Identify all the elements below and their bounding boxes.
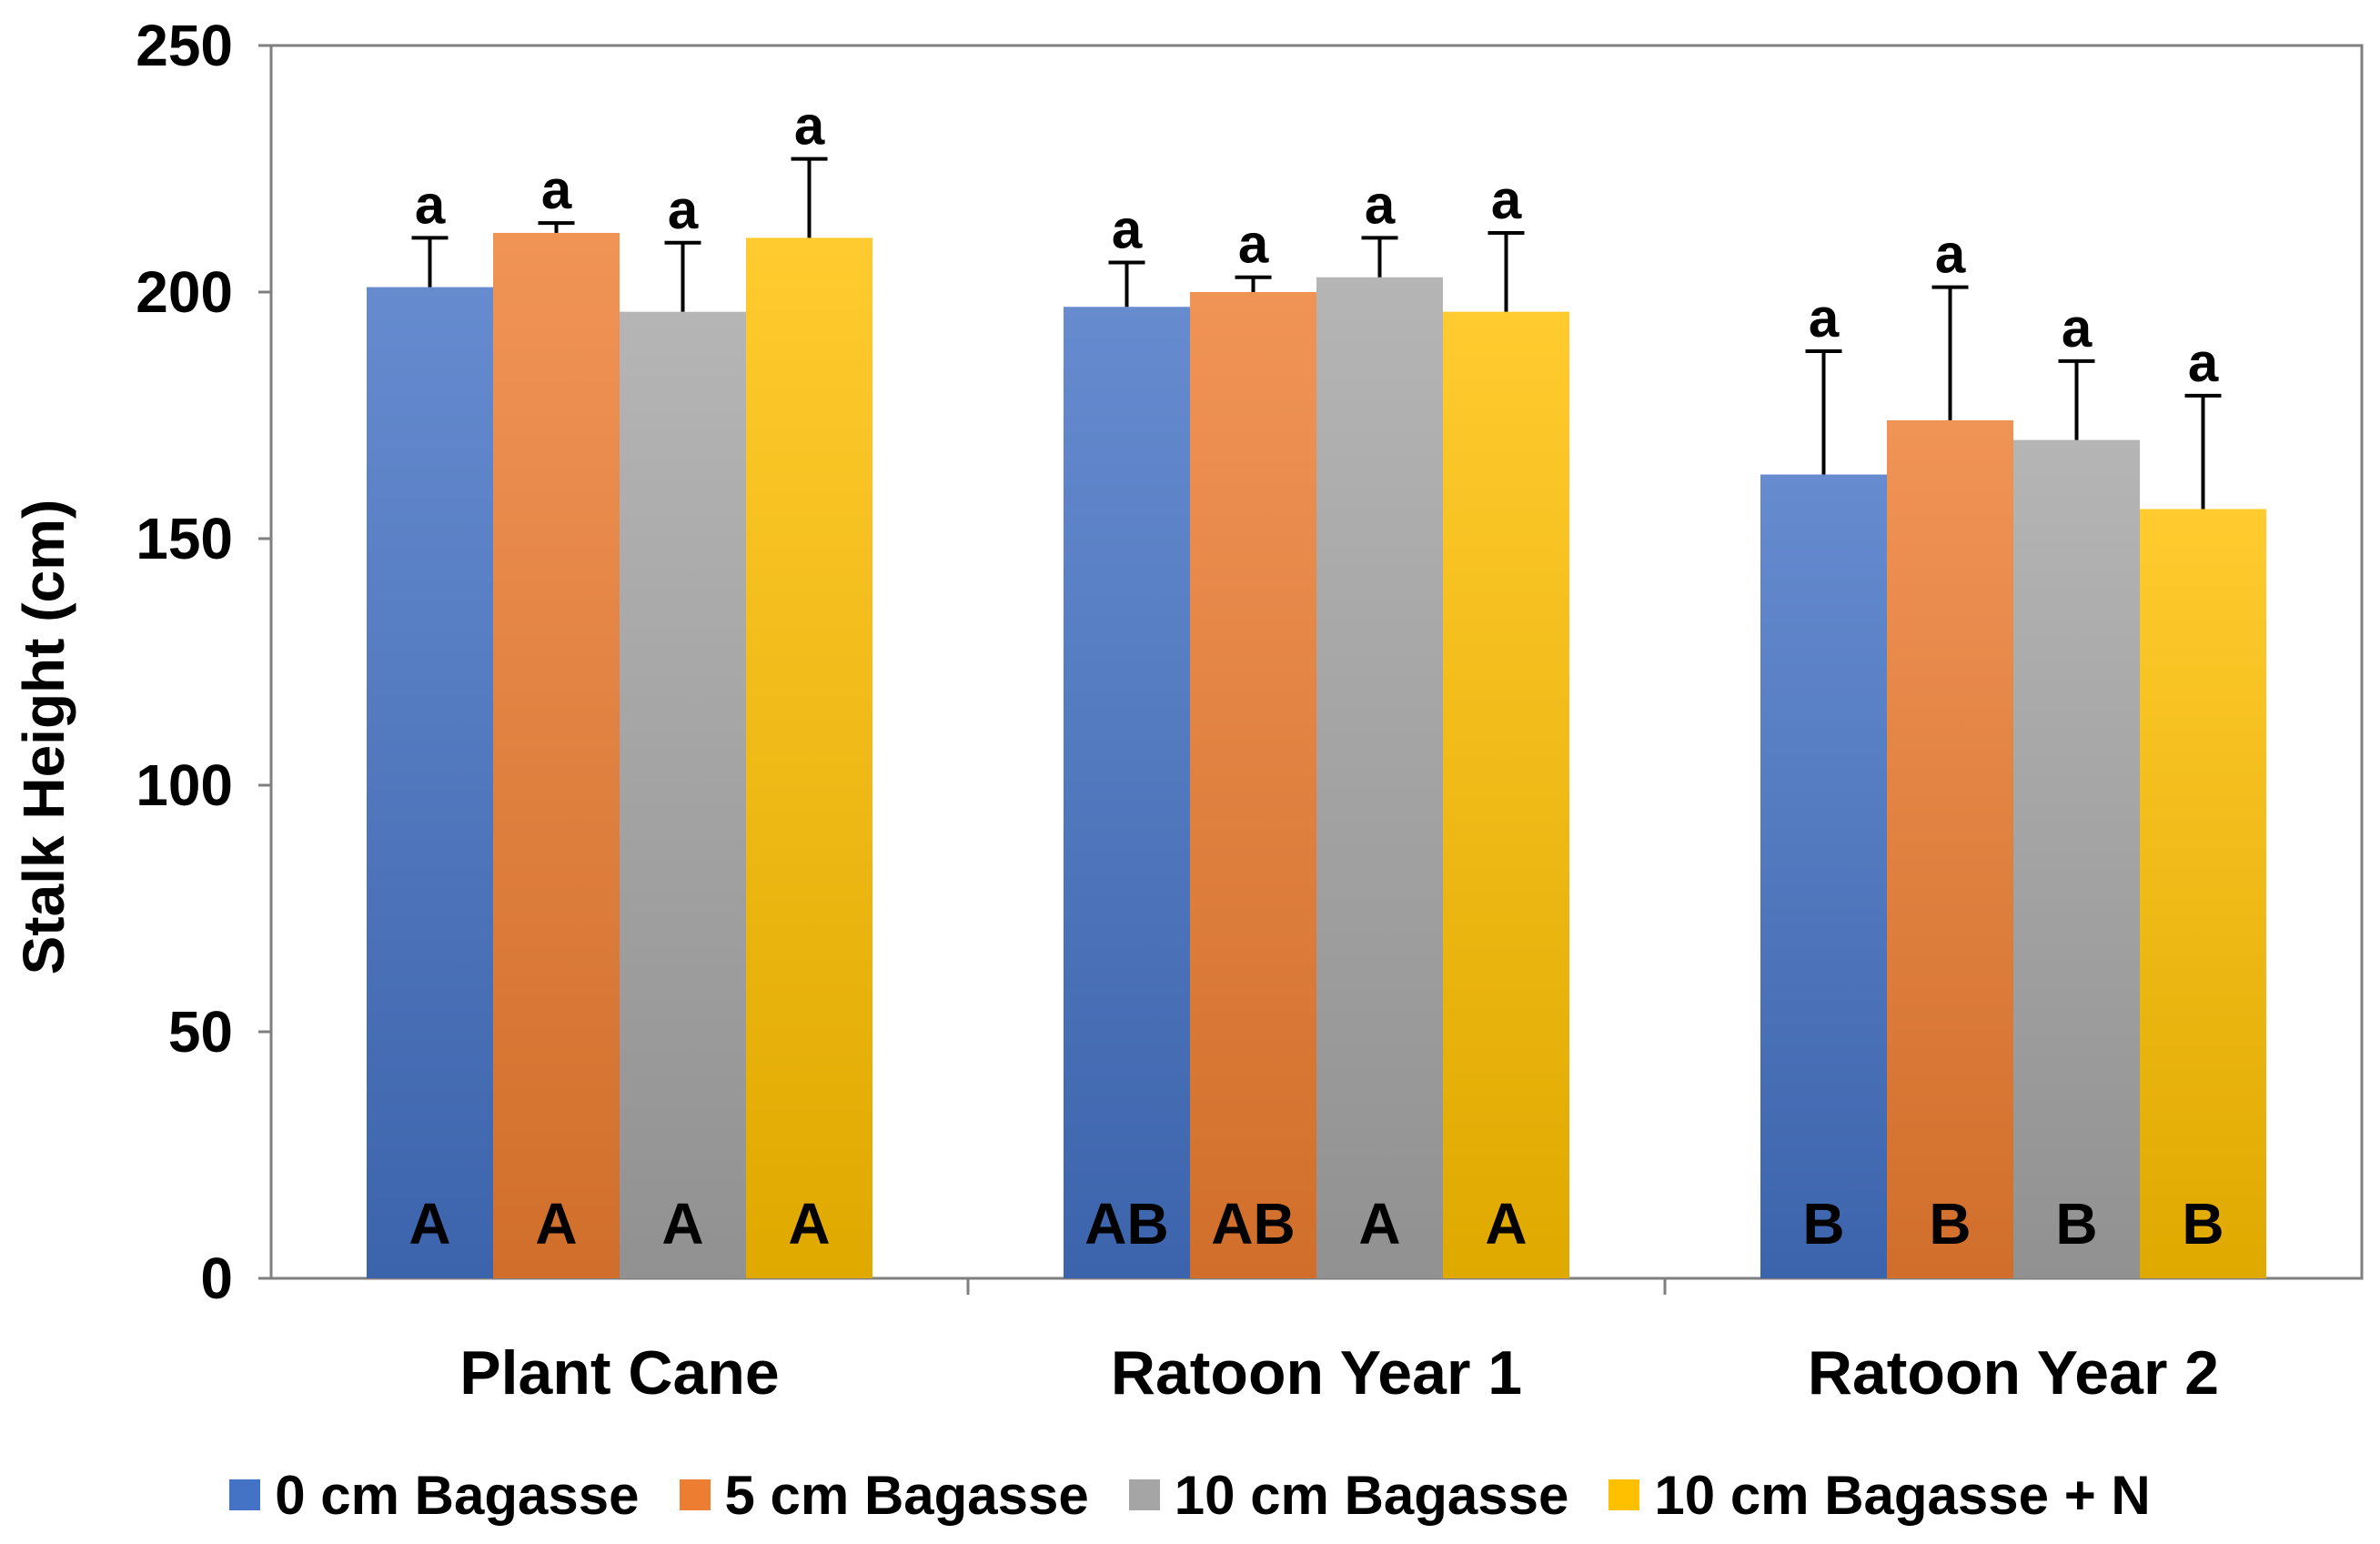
legend-label: 5 cm Bagasse (724, 1464, 1089, 1526)
significance-letter-base: A (1358, 1191, 1400, 1256)
bar (1760, 474, 1887, 1278)
significance-letter-base: A (788, 1191, 830, 1256)
bar (746, 237, 872, 1278)
legend-swatch (679, 1479, 711, 1510)
significance-letter-top: a (1491, 169, 1522, 230)
significance-letter-base: B (2055, 1191, 2097, 1256)
legend-swatch (1128, 1479, 1160, 1510)
y-tick-label: 150 (136, 506, 233, 571)
significance-letter-top: a (415, 174, 446, 235)
x-tick-label: Plant Cane (459, 1338, 779, 1408)
legend-item: 0 cm Bagasse (229, 1464, 640, 1527)
significance-letter-top: a (1238, 214, 1269, 275)
significance-letter-top: a (2188, 332, 2219, 393)
bar (2013, 439, 2140, 1279)
significance-letter-top: a (541, 159, 572, 220)
legend-swatch (1609, 1479, 1640, 1510)
significance-letter-base: B (2182, 1191, 2224, 1256)
significance-letter-base: A (661, 1191, 703, 1256)
bar (493, 232, 620, 1279)
bar (1190, 292, 1316, 1278)
legend-label: 10 cm Bagasse (1174, 1464, 1569, 1526)
bar (367, 287, 493, 1279)
bar (620, 311, 746, 1279)
y-tick-label: 250 (136, 13, 233, 78)
significance-letter-base: B (1802, 1191, 1844, 1256)
y-tick-label: 0 (200, 1246, 233, 1311)
bar (1064, 307, 1190, 1278)
y-tick-label: 200 (136, 259, 233, 325)
legend-swatch (229, 1479, 261, 1510)
x-axis: Plant Cane Ratoon Year 1 Ratoon Year 2 (459, 1278, 2219, 1408)
x-tick-label: Ratoon Year 2 (1808, 1338, 2219, 1408)
significance-letter-top: a (1365, 174, 1396, 235)
significance-letter-base: A (408, 1191, 450, 1256)
significance-letter-top: a (794, 96, 825, 156)
legend-item: 10 cm Bagasse + N (1609, 1464, 2151, 1527)
y-axis-label: Stalk Height (cm) (11, 500, 76, 975)
legend-item: 5 cm Bagasse (679, 1464, 1089, 1527)
significance-letter-base: AB (1084, 1191, 1168, 1256)
significance-letter-top: a (668, 179, 699, 240)
bar (1316, 277, 1443, 1278)
significance-letter-base: A (1485, 1191, 1527, 1256)
letters-group: a Aa AB a Ba Aa AB a Ba Aa Aa Ba Aa Aa B (408, 96, 2224, 1256)
significance-letter-base: AB (1211, 1191, 1295, 1256)
significance-letter-base: B (1929, 1191, 1971, 1256)
y-tick-label: 50 (168, 999, 233, 1065)
significance-letter-top: a (1112, 198, 1143, 259)
bars-group (367, 232, 2266, 1279)
bar (1443, 311, 1569, 1279)
legend-item: 10 cm Bagasse (1128, 1464, 1569, 1527)
significance-letter-top: a (1809, 288, 1840, 348)
legend: 0 cm Bagasse 5 cm Bagasse 10 cm Bagasse 10 … (0, 1454, 2380, 1536)
significance-letter-top: a (1935, 224, 1966, 285)
error-bars-group (411, 156, 2222, 510)
bar (2140, 509, 2266, 1278)
significance-letter-top: a (2062, 298, 2093, 358)
x-tick-label: Ratoon Year 1 (1111, 1338, 1522, 1408)
significance-letter-base: A (535, 1191, 577, 1256)
y-tick-label: 100 (136, 752, 233, 818)
bar (1887, 419, 2013, 1278)
legend-label: 10 cm Bagasse + N (1654, 1464, 2151, 1526)
y-axis: 0 50 100 150 200 250 (136, 13, 271, 1311)
legend-label: 0 cm Bagasse (275, 1464, 640, 1526)
